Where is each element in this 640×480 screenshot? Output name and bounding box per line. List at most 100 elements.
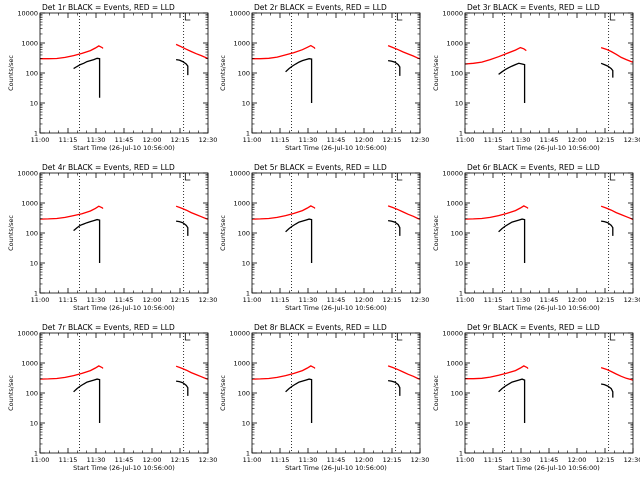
y-tick-label: 1000: [21, 199, 38, 207]
plot-frame: [464, 12, 634, 134]
time-marker: [184, 173, 191, 181]
y-axis-label: Counts/sec: [219, 55, 227, 91]
series-lld-line: [175, 365, 209, 380]
x-tick-label: 11:30: [299, 136, 318, 144]
y-axis-label: Counts/sec: [219, 215, 227, 251]
x-tick-label: 12:30: [199, 296, 218, 304]
y-tick-label: 10000: [229, 169, 250, 177]
x-axis-label: Start Time (26-Jul-10 10:56:00): [285, 464, 387, 472]
y-tick-label: 10000: [17, 9, 38, 17]
series-lld-line: [465, 365, 529, 380]
time-marker: [396, 13, 403, 21]
x-tick-label: 12:30: [411, 456, 430, 464]
series-lld-line: [252, 44, 316, 60]
y-tick-label: 1: [34, 129, 38, 137]
series-events-line: [388, 59, 401, 76]
y-tick-label: 1: [246, 449, 250, 457]
series-lld-line: [175, 43, 209, 60]
time-marker: [184, 13, 191, 21]
x-tick-label: 11:15: [484, 136, 503, 144]
x-tick-label: 11:30: [299, 456, 318, 464]
y-tick-label: 1: [34, 449, 38, 457]
x-tick-label: 11:45: [327, 456, 346, 464]
x-tick-label: 11:00: [243, 296, 262, 304]
plot-frame: [464, 332, 634, 454]
plot-frame: [251, 12, 421, 134]
series-events-line: [600, 383, 614, 398]
y-tick-label: 100: [451, 69, 463, 77]
y-tick-label: 1: [459, 289, 463, 297]
panel-1: Det 1r BLACK = Events, RED = LLD 1 10 100 10…: [7, 3, 217, 152]
y-tick-label: 100: [26, 229, 38, 237]
plot-frame: [464, 172, 634, 294]
y-axis-label: Counts/sec: [7, 215, 15, 251]
x-tick-label: 11:15: [271, 456, 290, 464]
x-tick-label: 11:00: [456, 136, 475, 144]
y-tick-label: 1: [246, 129, 250, 137]
x-tick-label: 11:00: [243, 136, 262, 144]
plot-frame: [251, 172, 421, 294]
y-axis-label: Counts/sec: [432, 215, 440, 251]
x-tick-label: 11:30: [512, 136, 531, 144]
x-axis-label: Start Time (26-Jul-10 10:56:00): [285, 144, 387, 152]
x-tick-label: 11:45: [327, 136, 346, 144]
x-tick-label: 12:30: [411, 296, 430, 304]
y-tick-label: 100: [451, 389, 463, 397]
x-tick-label: 11:00: [243, 456, 262, 464]
y-tick-label: 100: [238, 69, 250, 77]
x-tick-label: 11:15: [59, 456, 78, 464]
x-axis-label: Start Time (26-Jul-10 10:56:00): [498, 304, 600, 312]
x-tick-label: 11:30: [512, 456, 531, 464]
y-tick-label: 10: [242, 259, 250, 267]
series-events-line: [73, 57, 101, 98]
panel-title: Det 6r BLACK = Events, RED = LLD: [467, 163, 600, 172]
x-tick-label: 12:30: [199, 136, 218, 144]
y-axis-label: Counts/sec: [219, 375, 227, 411]
series-lld-line: [387, 205, 421, 220]
x-tick-label: 12:15: [596, 136, 615, 144]
series-events-line: [388, 219, 401, 236]
x-axis-label: Start Time (26-Jul-10 10:56:00): [285, 304, 387, 312]
series-events-line: [498, 378, 526, 423]
panel-7: Det 7r BLACK = Events, RED = LLD 1 10 100 10…: [7, 323, 217, 472]
x-tick-label: 11:00: [31, 136, 50, 144]
x-tick-label: 12:15: [596, 456, 615, 464]
y-tick-label: 1000: [233, 199, 250, 207]
panel-title: Det 8r BLACK = Events, RED = LLD: [254, 323, 387, 332]
series-lld-line: [251, 205, 316, 220]
x-tick-label: 12:00: [568, 136, 587, 144]
y-tick-label: 10000: [442, 329, 463, 337]
series-events-line: [176, 58, 189, 76]
x-axis-label: Start Time (26-Jul-10 10:56:00): [73, 464, 175, 472]
y-tick-label: 1000: [21, 39, 38, 47]
y-tick-label: 10000: [442, 169, 463, 177]
x-tick-label: 11:00: [31, 296, 50, 304]
x-tick-label: 12:00: [355, 456, 374, 464]
panel-title: Det 9r BLACK = Events, RED = LLD: [467, 323, 600, 332]
series-lld-line: [387, 365, 421, 380]
y-tick-label: 10: [455, 259, 463, 267]
series-lld-line: [387, 44, 421, 60]
x-tick-label: 11:00: [456, 296, 475, 304]
time-marker: [184, 333, 191, 341]
x-axis-label: Start Time (26-Jul-10 10:56:00): [73, 144, 175, 152]
plot-frame: [39, 332, 209, 454]
x-tick-label: 11:30: [299, 296, 318, 304]
time-marker: [396, 333, 403, 341]
series-events-line: [601, 220, 614, 236]
x-tick-label: 11:45: [115, 296, 134, 304]
x-tick-label: 12:15: [383, 296, 402, 304]
series-lld-line: [464, 46, 527, 65]
x-tick-label: 12:00: [143, 136, 162, 144]
x-tick-label: 12:30: [624, 136, 640, 144]
series-events-line: [388, 379, 401, 396]
series-events-line: [73, 218, 101, 263]
y-tick-label: 100: [451, 229, 463, 237]
y-axis-label: Counts/sec: [7, 375, 15, 411]
panel-6: Det 6r BLACK = Events, RED = LLD 1 10 100 10…: [432, 163, 640, 312]
y-tick-label: 100: [238, 229, 250, 237]
panel-2: Det 2r BLACK = Events, RED = LLD 1 10 100 10…: [219, 3, 429, 152]
panel-8: Det 8r BLACK = Events, RED = LLD 1 10 100 10…: [219, 323, 429, 472]
x-tick-label: 11:30: [512, 296, 531, 304]
y-tick-label: 1000: [233, 39, 250, 47]
